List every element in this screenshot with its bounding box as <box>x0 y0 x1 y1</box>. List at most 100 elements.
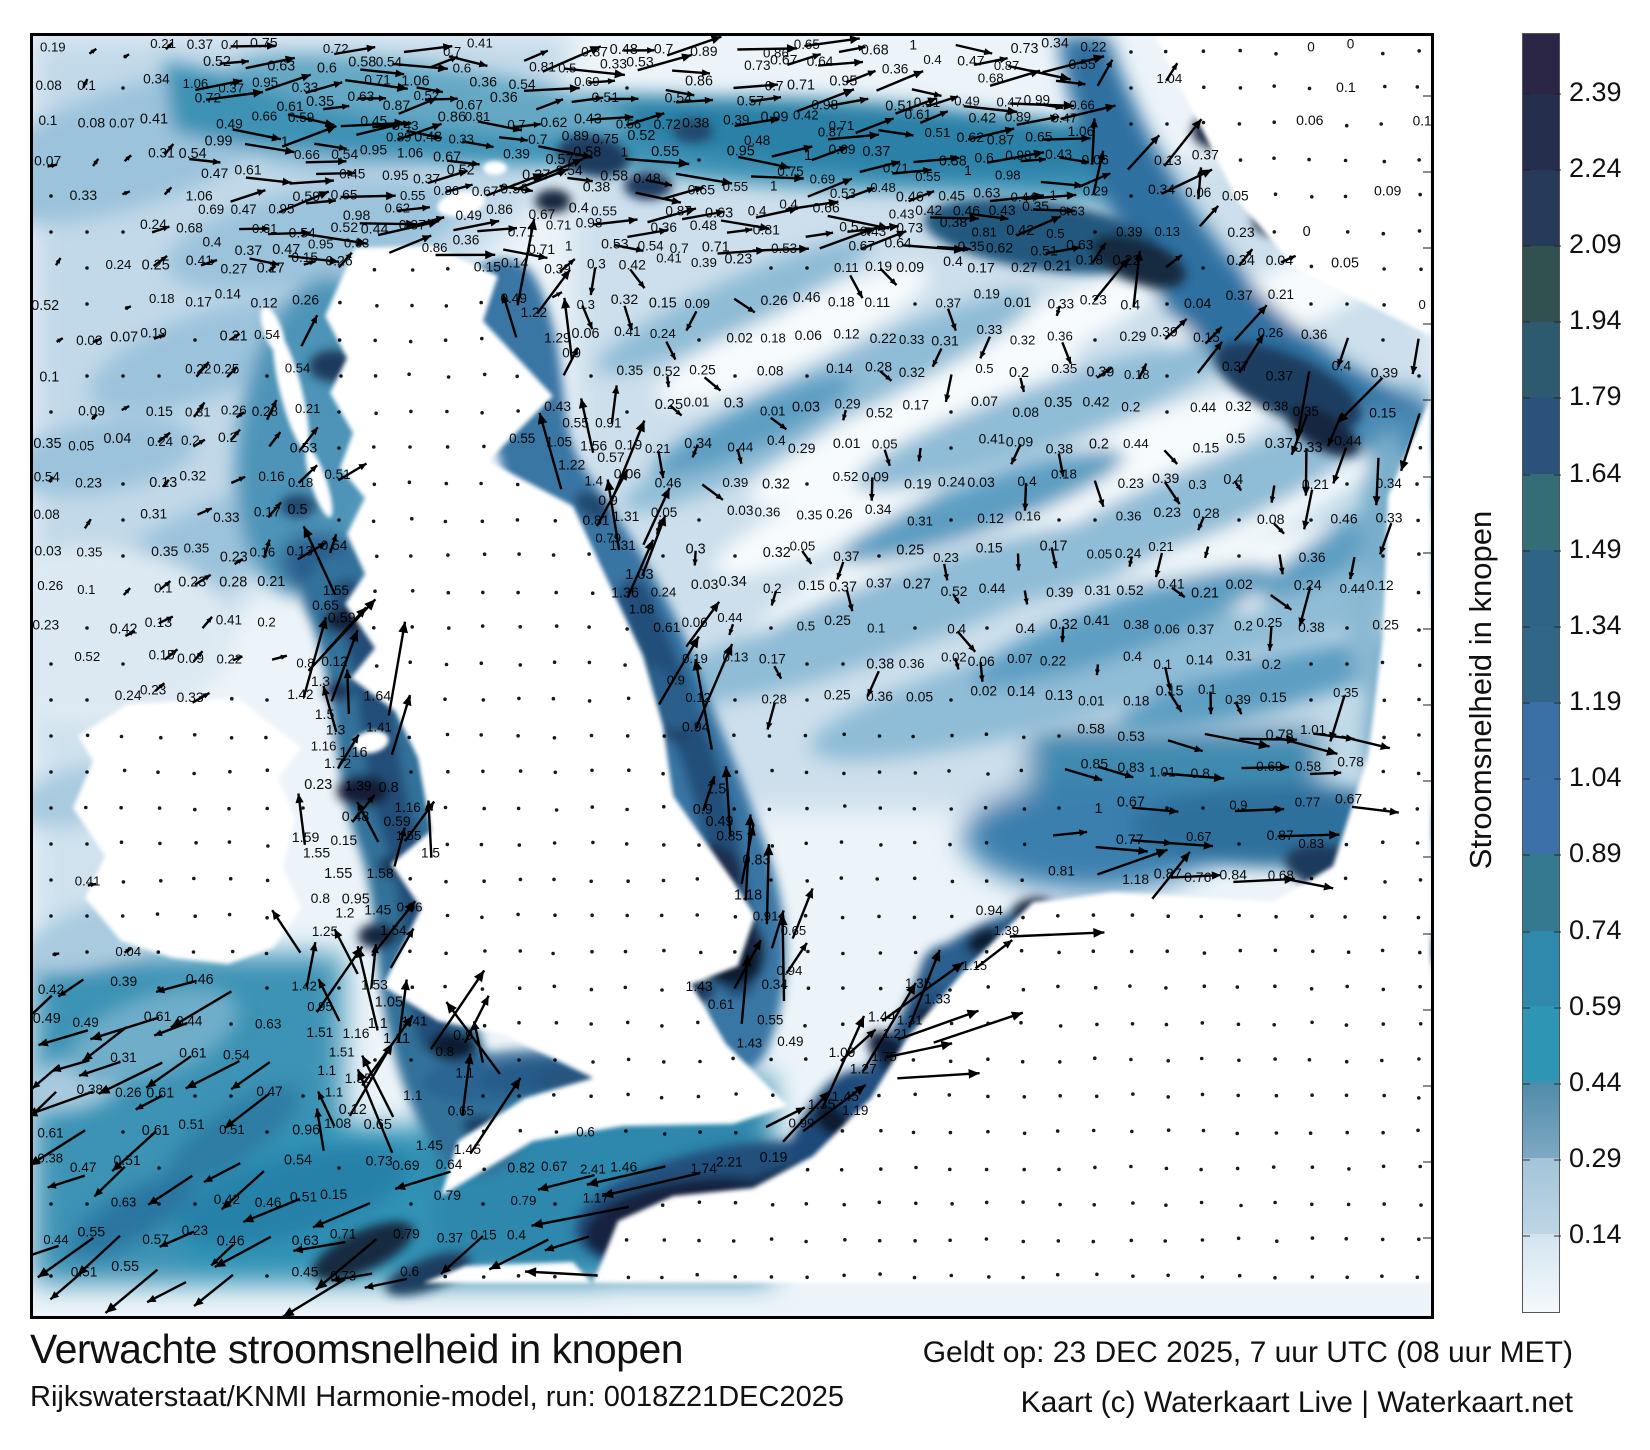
svg-text:0.03: 0.03 <box>76 333 102 348</box>
svg-text:0.2: 0.2 <box>1121 400 1140 415</box>
svg-text:0.36: 0.36 <box>453 233 480 248</box>
svg-text:0.39: 0.39 <box>110 974 137 989</box>
svg-text:0.4: 0.4 <box>507 1228 526 1243</box>
svg-text:0.24: 0.24 <box>1294 578 1322 594</box>
svg-text:0.38: 0.38 <box>939 154 967 170</box>
svg-text:0.55: 0.55 <box>111 1259 139 1275</box>
svg-text:0.43: 0.43 <box>574 111 602 127</box>
colorbar-tick-label: 0.89 <box>1569 838 1622 868</box>
svg-text:0.72: 0.72 <box>653 116 681 132</box>
svg-text:1.75: 1.75 <box>871 1049 896 1064</box>
svg-text:1.08: 1.08 <box>324 1115 351 1131</box>
svg-text:0.11: 0.11 <box>834 260 859 275</box>
svg-text:0.05: 0.05 <box>906 689 933 705</box>
current-speed-map: 0.19 0.21 0.370.520.4 0.750.63 0.60.720.58 0.… <box>33 36 1431 1316</box>
svg-text:0.78: 0.78 <box>1337 755 1363 770</box>
svg-text:0.03: 0.03 <box>691 576 719 592</box>
svg-text:0.34: 0.34 <box>719 574 747 590</box>
svg-text:0.51: 0.51 <box>178 1117 204 1132</box>
svg-text:0.6: 0.6 <box>400 1264 419 1279</box>
svg-text:0.27: 0.27 <box>220 261 247 276</box>
svg-text:0.15: 0.15 <box>649 295 677 311</box>
svg-text:0.18: 0.18 <box>149 291 174 306</box>
svg-text:0.18: 0.18 <box>760 330 785 345</box>
svg-text:0.2: 0.2 <box>1234 618 1253 633</box>
svg-text:1.16: 1.16 <box>394 800 420 815</box>
svg-text:1.29: 1.29 <box>544 331 570 346</box>
svg-text:1.01: 1.01 <box>1149 765 1176 780</box>
svg-text:0.08: 0.08 <box>757 364 784 379</box>
svg-text:0.29: 0.29 <box>788 441 816 457</box>
svg-text:0.39: 0.39 <box>1152 470 1179 486</box>
svg-text:0.23: 0.23 <box>933 550 959 565</box>
svg-text:0.57: 0.57 <box>545 152 573 168</box>
svg-text:0.42: 0.42 <box>915 203 942 218</box>
svg-text:0.26: 0.26 <box>826 507 852 522</box>
svg-text:0.61: 0.61 <box>146 1086 174 1102</box>
svg-text:0.47: 0.47 <box>272 242 300 258</box>
svg-text:0.47: 0.47 <box>996 94 1021 109</box>
svg-text:0.44: 0.44 <box>1123 436 1149 451</box>
svg-text:0.22: 0.22 <box>870 330 897 346</box>
svg-text:0.33: 0.33 <box>448 131 473 146</box>
svg-text:0.53: 0.53 <box>626 54 654 70</box>
svg-text:0.54: 0.54 <box>376 55 403 70</box>
svg-text:0.65: 0.65 <box>1025 128 1052 144</box>
svg-text:0.63: 0.63 <box>973 184 1000 200</box>
svg-text:0.69: 0.69 <box>198 202 224 217</box>
svg-text:0.4: 0.4 <box>1120 298 1140 314</box>
svg-text:0.38: 0.38 <box>940 214 968 230</box>
svg-text:1.45: 1.45 <box>832 1088 859 1104</box>
svg-text:0.55: 0.55 <box>77 1225 105 1241</box>
svg-text:0.37: 0.37 <box>437 1230 463 1245</box>
svg-text:0.35: 0.35 <box>1022 199 1049 214</box>
svg-text:0.23: 0.23 <box>1118 476 1144 491</box>
svg-text:0.4: 0.4 <box>569 201 589 217</box>
svg-text:0.43: 0.43 <box>889 206 915 221</box>
svg-text:0.23: 0.23 <box>1080 291 1107 307</box>
svg-text:0.42: 0.42 <box>1082 394 1109 410</box>
svg-text:0.38: 0.38 <box>1046 441 1074 457</box>
svg-text:0.33: 0.33 <box>977 322 1003 337</box>
svg-text:0.15: 0.15 <box>474 258 501 274</box>
svg-text:0.39: 0.39 <box>722 475 748 490</box>
svg-text:0.02: 0.02 <box>941 650 966 665</box>
svg-text:0.79: 0.79 <box>393 1226 420 1241</box>
svg-text:0.75: 0.75 <box>592 132 619 147</box>
svg-text:0.21: 0.21 <box>257 574 285 590</box>
svg-text:0.08: 0.08 <box>78 115 106 131</box>
svg-text:0.55: 0.55 <box>400 188 425 203</box>
svg-text:0.01: 0.01 <box>760 404 785 419</box>
svg-text:0.08: 0.08 <box>1257 512 1285 528</box>
svg-text:0.95: 0.95 <box>829 74 857 90</box>
svg-text:0.22: 0.22 <box>217 652 242 667</box>
svg-text:0.12: 0.12 <box>250 295 277 311</box>
colorbar-tick-label: 1.34 <box>1569 610 1622 640</box>
svg-text:0.17: 0.17 <box>902 398 928 413</box>
svg-text:1.04: 1.04 <box>1156 71 1182 86</box>
svg-text:0.29: 0.29 <box>1083 184 1108 199</box>
svg-text:0.3: 0.3 <box>1188 477 1206 492</box>
svg-text:0.06: 0.06 <box>968 653 995 669</box>
colorbar-segment <box>1523 777 1559 854</box>
svg-text:0.95: 0.95 <box>360 141 387 157</box>
svg-text:1.39: 1.39 <box>345 779 372 794</box>
svg-text:0.15: 0.15 <box>798 578 825 593</box>
svg-text:0.35: 0.35 <box>958 238 985 254</box>
svg-text:0.31: 0.31 <box>907 513 933 528</box>
svg-text:0.53: 0.53 <box>1117 728 1145 744</box>
svg-text:0.42: 0.42 <box>38 982 64 997</box>
svg-text:0.67: 0.67 <box>848 239 874 254</box>
svg-text:0.33: 0.33 <box>1295 440 1323 456</box>
svg-text:0.16: 0.16 <box>258 469 284 484</box>
svg-text:0.95: 0.95 <box>268 202 294 217</box>
colorbar-tick-label: 1.94 <box>1569 305 1622 335</box>
svg-text:1.58: 1.58 <box>366 865 393 881</box>
svg-text:0.98: 0.98 <box>995 168 1020 183</box>
svg-text:0.41: 0.41 <box>216 612 242 627</box>
svg-text:0.02: 0.02 <box>970 684 997 699</box>
svg-text:0.02: 0.02 <box>726 330 752 345</box>
svg-text:0.55: 0.55 <box>509 431 535 446</box>
svg-text:0.82: 0.82 <box>507 1160 535 1176</box>
svg-text:0.26: 0.26 <box>115 1085 141 1100</box>
